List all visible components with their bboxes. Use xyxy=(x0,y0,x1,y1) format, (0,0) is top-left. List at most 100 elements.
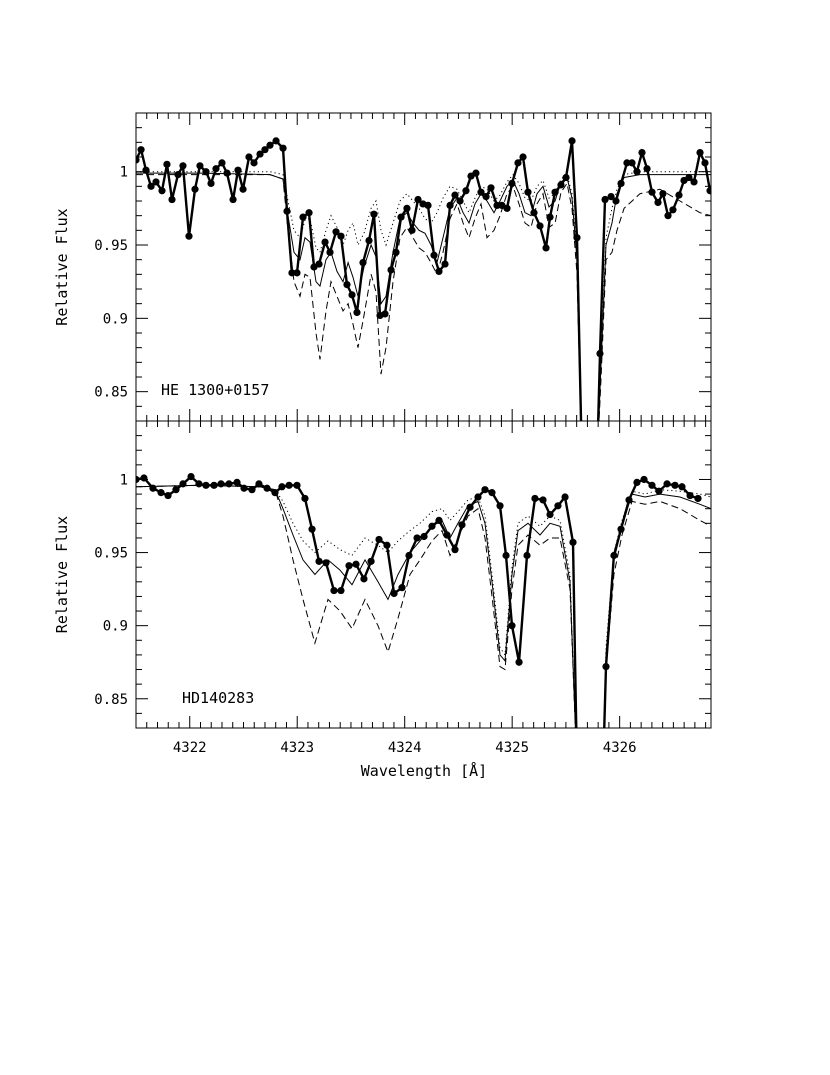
observed-point xyxy=(229,195,237,204)
observed-point xyxy=(245,153,253,161)
observed-point xyxy=(158,187,166,195)
observed-point xyxy=(474,493,482,501)
observed-point xyxy=(408,226,416,234)
observed-point xyxy=(398,584,406,592)
observed-point xyxy=(163,160,171,168)
observed-point xyxy=(239,185,247,193)
observed-point xyxy=(212,165,220,173)
observed-point xyxy=(305,209,313,217)
observed-point xyxy=(451,191,459,199)
observed-point xyxy=(508,622,516,630)
observed-point xyxy=(381,310,389,318)
synthetic-dotted-line xyxy=(136,484,711,728)
observed-point xyxy=(503,204,511,212)
y-axis-label: Relative Flux xyxy=(53,516,71,633)
panel-star-label: HE 1300+0157 xyxy=(161,381,269,399)
observed-point xyxy=(664,212,672,220)
observed-point xyxy=(367,557,375,565)
observed-point xyxy=(654,198,662,207)
observed-point xyxy=(272,137,280,145)
observed-point xyxy=(414,195,422,204)
observed-point xyxy=(387,266,395,274)
observed-point xyxy=(397,213,405,221)
observed-point xyxy=(256,150,264,158)
observed-point xyxy=(315,260,323,268)
observed-point xyxy=(596,349,604,358)
observed-point xyxy=(472,169,480,177)
observed-point xyxy=(607,193,615,201)
y-tick-label: 0.85 xyxy=(94,692,128,708)
observed-point xyxy=(612,197,620,205)
observed-point xyxy=(375,535,383,544)
observed-point xyxy=(157,489,165,497)
observed-point xyxy=(332,228,340,236)
observed-point xyxy=(430,251,438,259)
y-tick-label: 0.85 xyxy=(94,385,128,401)
observed-point xyxy=(360,575,368,583)
observed-point xyxy=(523,551,531,560)
observed-point xyxy=(255,480,263,488)
observed-point xyxy=(202,168,210,176)
x-tick-label: 4322 xyxy=(173,740,207,756)
observed-point xyxy=(456,197,464,205)
plot-frame xyxy=(135,420,712,729)
observed-point xyxy=(266,141,274,149)
observed-point xyxy=(383,541,391,549)
observed-point xyxy=(441,260,449,268)
observed-point xyxy=(623,159,631,167)
observed-point xyxy=(152,178,160,186)
observed-point xyxy=(326,248,334,256)
observed-point xyxy=(458,521,466,529)
observed-point xyxy=(655,487,663,495)
observed-point xyxy=(217,480,225,488)
observed-point xyxy=(524,188,532,196)
top-panel: 0.85 0.9 0.95 1 Relative Flux HE 1300+0157 xyxy=(53,112,712,422)
observed-point xyxy=(299,213,307,221)
observed-point xyxy=(539,496,547,504)
observed-point xyxy=(233,478,241,486)
observed-point xyxy=(140,474,148,482)
observed-point xyxy=(610,551,618,560)
observed-point xyxy=(493,201,501,209)
y-axis-label: Relative Flux xyxy=(53,208,71,325)
observed-point xyxy=(617,525,625,533)
observed-point xyxy=(696,149,704,157)
observed-point xyxy=(487,184,495,192)
observed-point xyxy=(353,308,361,317)
observed-point xyxy=(706,187,711,195)
observed-point xyxy=(321,238,329,246)
synthetic-solid-line xyxy=(136,484,711,728)
observed-point xyxy=(648,188,656,196)
observed-point xyxy=(337,586,345,595)
observed-point xyxy=(488,489,496,497)
observed-point xyxy=(278,483,286,491)
observed-point xyxy=(147,182,155,190)
observed-point xyxy=(557,181,565,189)
observed-point xyxy=(283,207,291,215)
y-tick-label: 0.9 xyxy=(103,619,128,635)
observed-point xyxy=(568,137,576,145)
observed-point xyxy=(348,291,356,299)
observed-point xyxy=(515,658,523,666)
observed-point xyxy=(477,188,485,196)
observed-point xyxy=(671,481,679,489)
observed-point xyxy=(288,269,296,277)
observed-point xyxy=(435,267,443,275)
observed-point xyxy=(174,171,182,179)
observed-point xyxy=(659,190,667,198)
observed-point xyxy=(633,168,641,176)
observed-point xyxy=(502,551,510,560)
observed-point xyxy=(261,146,269,154)
observed-point xyxy=(330,586,338,595)
y-tick-label: 1 xyxy=(120,472,128,488)
observed-point xyxy=(546,213,554,221)
observed-point xyxy=(686,491,694,500)
observed-point xyxy=(136,156,140,164)
observed-point xyxy=(625,496,633,504)
observed-point xyxy=(187,472,195,481)
synthetic-solid-line xyxy=(136,172,711,421)
observed-point xyxy=(405,551,413,560)
observed-point xyxy=(191,185,199,193)
observed-point xyxy=(638,149,646,157)
